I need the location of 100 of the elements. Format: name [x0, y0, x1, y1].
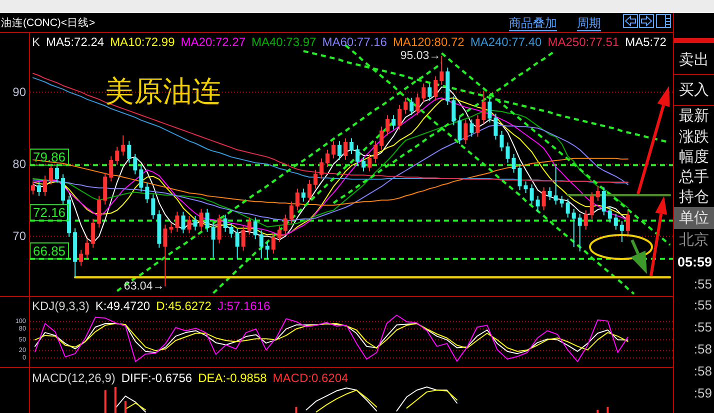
candlestick: [247, 216, 252, 236]
candlestick: [410, 97, 414, 116]
text: :59: [694, 386, 712, 400]
text: 持仓: [679, 188, 709, 206]
candlestick: [476, 114, 480, 138]
candlestick: [626, 210, 630, 236]
candlestick: [578, 213, 582, 252]
candlestick: [350, 138, 354, 155]
candlestick: [386, 114, 390, 136]
candlestick: [452, 96, 456, 126]
candlestick: [259, 230, 264, 260]
text: :55: [694, 320, 712, 334]
bar: [114, 387, 116, 413]
candlestick: [470, 118, 474, 138]
candlestick: [446, 67, 450, 106]
candlestick: [193, 216, 198, 231]
candlestick: [620, 220, 624, 242]
ref-line-label: 66.85: [33, 243, 66, 258]
series-label: D:45.6272: [156, 299, 212, 313]
candlestick: [115, 146, 120, 166]
text: MA5:72.24: [46, 35, 104, 49]
candlestick: [440, 55, 444, 86]
candlestick: [416, 93, 420, 116]
candlestick: [434, 76, 438, 102]
candlestick: [602, 186, 606, 216]
candlestick: [55, 164, 60, 184]
candlestick: [109, 156, 114, 182]
y-tick-label: 90: [12, 85, 26, 100]
candlestick: [482, 90, 486, 124]
annotation: K: [32, 35, 40, 49]
candlestick: [548, 186, 552, 201]
candlestick: [235, 228, 240, 260]
bar: [124, 401, 126, 413]
candlestick: [428, 82, 432, 102]
text: 05:59: [677, 254, 712, 270]
candlestick: [356, 144, 360, 166]
candlestick: [608, 206, 612, 224]
candlestick: [295, 188, 300, 211]
candlestick: [572, 208, 576, 248]
text: :55: [694, 276, 712, 292]
text: :58: [694, 342, 712, 356]
candlestick: [277, 226, 282, 242]
candlestick: [530, 184, 534, 205]
text: 涨跌: [679, 128, 709, 146]
candlestick: [199, 208, 204, 231]
candlestick: [37, 180, 42, 196]
annotation: 63.04→: [124, 280, 164, 292]
text: 最新: [679, 108, 709, 124]
candlestick: [265, 241, 270, 260]
candlestick: [121, 134, 126, 156]
bar: [104, 390, 106, 413]
candlestick: [392, 114, 396, 130]
series-label: J:57.1616: [217, 299, 271, 313]
candlestick: [205, 208, 210, 232]
candlestick: [169, 222, 174, 234]
text: 幅度: [679, 148, 709, 166]
text: 单位: [679, 210, 709, 226]
candlestick: [61, 174, 66, 205]
candlestick: [43, 175, 48, 196]
candlestick: [139, 165, 144, 192]
annotation: 95.03→: [400, 50, 441, 62]
text: 北京: [679, 232, 709, 248]
text: MA20:72.27: [180, 35, 246, 49]
text: DEA:-0.9858: [198, 371, 268, 385]
text: MACD:0.6204: [272, 371, 348, 385]
candlestick: [488, 97, 492, 123]
candlestick: [374, 140, 378, 164]
candlestick: [91, 218, 96, 248]
candlestick: [422, 82, 426, 103]
candlestick: [241, 226, 246, 252]
candlestick: [590, 192, 594, 220]
candlestick: [313, 169, 318, 190]
text: MA250:77.51: [548, 35, 620, 49]
candlestick: [175, 211, 180, 232]
chart-title: KDJ(9,3,3): [32, 299, 90, 313]
candlestick: [506, 142, 510, 164]
candlestick: [325, 149, 330, 168]
candlestick: [337, 140, 342, 160]
candlestick: [181, 211, 186, 234]
y-tick-label: 70: [12, 229, 26, 244]
ref-line-label: 79.86: [33, 150, 66, 165]
candlestick: [103, 172, 108, 205]
candlestick: [518, 164, 522, 191]
candlestick: [301, 188, 306, 202]
candlestick: [211, 222, 216, 258]
candlestick: [596, 185, 600, 202]
candlestick: [536, 195, 540, 212]
candlestick: [307, 179, 312, 202]
candlestick: [560, 195, 564, 208]
candlestick: [271, 232, 276, 254]
candlestick: [133, 154, 138, 175]
candlestick: [151, 194, 156, 220]
candlestick: [494, 113, 498, 140]
text: MA60:77.16: [322, 35, 388, 49]
text: MA40:73.97: [252, 35, 317, 49]
line-series: [34, 314, 628, 362]
candlestick: [223, 214, 228, 232]
candlestick: [584, 210, 588, 230]
text: 美原油连: [105, 76, 221, 108]
text: :58: [694, 364, 712, 378]
